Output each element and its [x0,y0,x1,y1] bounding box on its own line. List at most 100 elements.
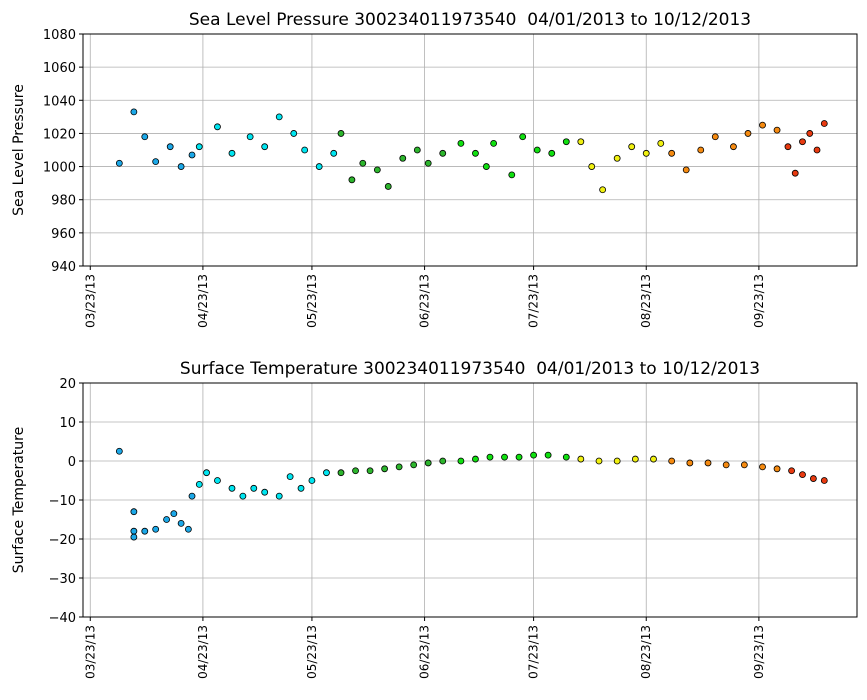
point [697,146,705,154]
x-tick-label: 09/23/13 [752,274,766,328]
point [141,133,149,141]
y-tick-label: 1040 [43,94,76,109]
x-tick-label: 07/23/13 [527,625,541,679]
point [381,465,389,473]
y-tick-label: 10 [59,416,76,431]
point [188,492,196,500]
point [650,455,657,463]
point [759,463,766,471]
chart-title: Sea Level Pressure 300234011973540 04/01… [189,10,751,30]
point [577,138,585,146]
y-tick-label: −10 [49,494,76,509]
point [308,477,316,484]
x-tick-label: 06/23/13 [418,625,432,679]
point [203,469,210,477]
axes-frame [82,33,858,267]
point [799,471,806,479]
point [330,149,338,157]
point [152,158,160,166]
point [359,159,367,167]
point [115,447,123,455]
y-tick-label: 1080 [43,28,76,43]
point [562,453,570,461]
point [177,520,185,527]
point [195,143,203,151]
point [439,149,447,157]
point [788,467,795,475]
point [261,143,269,151]
point [784,143,792,151]
subplot: −40 −30 −20 −10 0 10 20 03/23/13 04/23/13 05/23/1… [11,359,858,679]
point [297,484,305,492]
point [773,465,781,473]
point [657,139,665,147]
y-tick-label: 980 [51,194,76,209]
y-tick-label: −30 [49,572,76,587]
point [410,461,418,469]
point [820,120,828,127]
point [820,477,828,484]
point [588,163,596,170]
point [399,154,407,162]
point [486,453,494,461]
point [152,525,160,533]
point [711,133,719,141]
point [384,183,392,190]
point [163,516,170,523]
point [686,459,694,467]
point [141,527,149,535]
point [806,130,814,137]
point [424,159,432,167]
point [482,163,490,170]
x-tick-label: 03/23/13 [83,625,97,679]
y-tick-label: 1000 [43,161,76,176]
point [177,163,185,170]
point [195,480,203,488]
axes-frame [82,382,858,618]
x-tick-label: 05/23/13 [305,625,319,679]
point [577,455,585,463]
point [337,130,345,137]
point [759,121,766,129]
x-tick-label: 06/23/13 [418,274,432,328]
point [301,146,309,154]
point [290,130,298,137]
point [170,510,178,518]
point [613,154,621,162]
point [799,138,806,146]
x-tick-label: 08/23/13 [639,625,653,679]
point [395,463,403,471]
point [730,143,737,151]
point [275,492,283,500]
point [548,149,556,157]
point [166,143,174,151]
point [682,166,690,174]
subplot: 940 960 980 1000 1020 1040 1060 1080 03/23/13 04/… [11,10,858,328]
y-tick-label: −20 [49,533,76,548]
point [490,139,498,147]
x-tick-label: 04/23/13 [196,274,210,328]
x-tick-label: 05/23/13 [305,274,319,328]
point [595,457,603,465]
point [115,159,123,167]
x-tick-label: 04/23/13 [196,625,210,679]
point [130,508,138,516]
point [791,169,799,177]
point [275,113,283,121]
point [214,477,221,484]
point [373,166,381,174]
y-tick-label: 0 [68,455,76,470]
chart-title: Surface Temperature 300234011973540 04/0… [180,359,760,379]
y-tick-label: 940 [51,260,76,275]
point [348,176,356,184]
point [501,453,508,461]
point [631,455,639,463]
point [599,186,607,194]
point [722,461,730,469]
point [261,488,269,496]
point [740,461,748,469]
point [773,126,781,134]
point [352,467,359,475]
point [457,139,465,147]
